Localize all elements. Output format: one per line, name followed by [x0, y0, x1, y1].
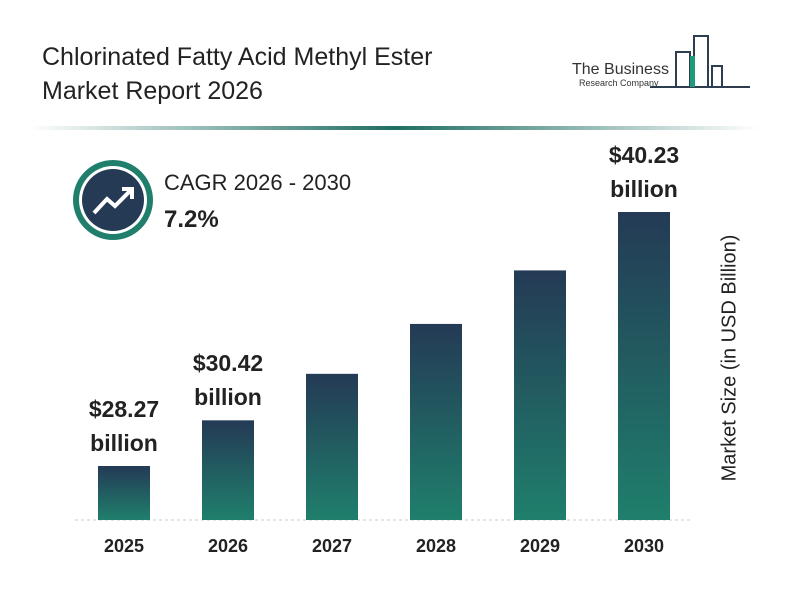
chart-title: Chlorinated Fatty Acid Methyl Ester Mark…	[42, 43, 433, 105]
cagr-label: CAGR 2026 - 2030	[164, 170, 352, 195]
divider	[30, 126, 760, 130]
logo-subtext: Research Company	[579, 78, 659, 88]
cagr-icon	[73, 160, 153, 240]
bar	[98, 466, 150, 520]
x-tick-label: 2026	[208, 536, 248, 556]
logo-text: The Business	[572, 61, 669, 78]
x-tick-label: 2027	[312, 536, 352, 556]
bar	[202, 420, 254, 520]
bar	[618, 212, 670, 520]
value-label: $30.42 billion	[192, 350, 264, 411]
x-tick-label: 2025	[104, 536, 144, 556]
x-tick-label: 2030	[624, 536, 664, 556]
y-axis-label: Market Size (in USD Billion)	[718, 235, 740, 482]
logo-accent	[690, 56, 695, 87]
x-tick-label: 2029	[520, 536, 560, 556]
value-label: $40.23 billion	[608, 142, 680, 202]
x-tick-label: 2028	[416, 536, 456, 556]
bar	[306, 373, 358, 520]
value-label: $28.27 billion	[88, 396, 160, 456]
bar	[514, 270, 566, 520]
bar	[410, 323, 462, 520]
cagr-value: 7.2%	[164, 206, 219, 233]
